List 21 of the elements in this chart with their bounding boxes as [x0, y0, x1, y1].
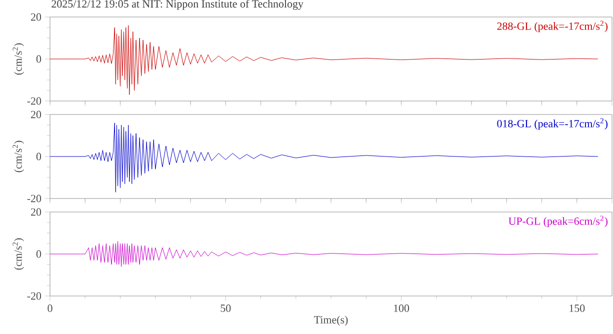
x-tick-label: 0	[48, 304, 52, 312]
y-tick-label: -20	[27, 292, 42, 300]
y-tick-label: -20	[27, 97, 42, 105]
text: 018-GL (peak=-17cm/s$^{2}$)	[497, 118, 608, 130]
y-tick-label: 0	[36, 250, 42, 258]
x-tick-label: 50	[220, 304, 231, 312]
text: 288-GL (peak=-17cm/s$^{2}$)	[497, 20, 608, 32]
x-axis-title: Time(s)	[314, 316, 348, 326]
chart-title: 2025/12/12 19:05 at NIT: Nippon Institute of Technology	[52, 0, 304, 10]
y-axis-title: (cm/s$^{2}$)	[12, 238, 24, 270]
y-tick-label: -20	[27, 194, 42, 202]
y-tick-label: 0	[36, 55, 42, 63]
x-tick-label: 150	[570, 304, 585, 312]
y-axis-title: (cm/s$^{2}$)	[12, 43, 24, 75]
y-tick-label: 20	[31, 13, 42, 21]
y-tick-label: 20	[31, 208, 42, 216]
text: UP-GL (peak=6cm/s$^{2}$)	[508, 216, 608, 228]
y-axis-title: (cm/s$^{2}$)	[12, 140, 24, 172]
y-tick-label: 20	[31, 110, 42, 118]
x-tick-label: 100	[394, 304, 410, 312]
y-tick-label: 0	[36, 152, 42, 160]
